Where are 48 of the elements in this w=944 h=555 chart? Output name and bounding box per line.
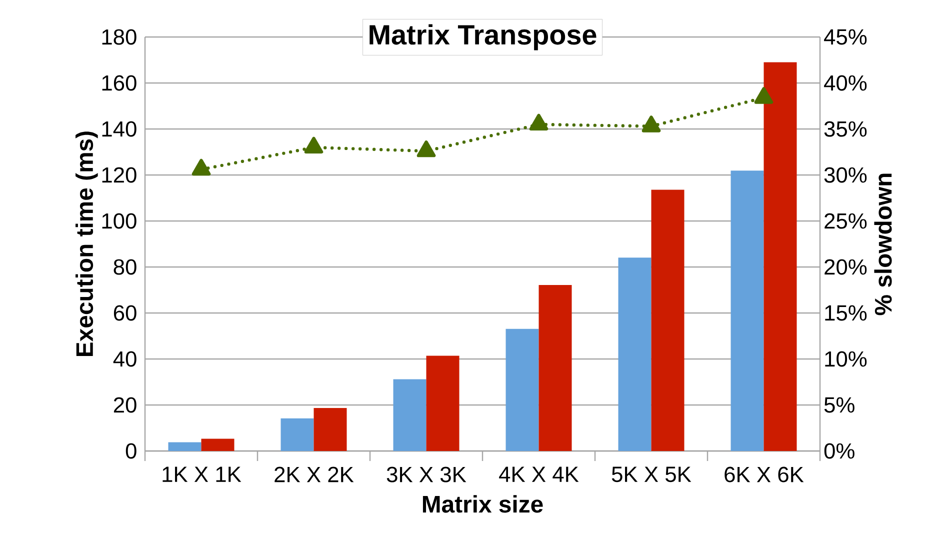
bar (201, 438, 234, 451)
y2-tick-label: 0% (824, 443, 854, 459)
y-tick-label: 80 (114, 259, 136, 275)
bar (314, 408, 347, 451)
y2-axis-title: % slowdown (874, 174, 892, 316)
x-tick-label: 5K X 5K (612, 466, 692, 482)
y2-tick-label: 20% (824, 259, 867, 275)
y2-tick-label: 10% (825, 351, 867, 367)
y-tick-label: 100 (102, 213, 136, 229)
y2-tick-label: 15% (825, 305, 867, 321)
bar (651, 190, 684, 451)
y-tick-label: 140 (102, 121, 136, 137)
bar (426, 356, 460, 451)
y-tick-label: 20 (114, 397, 136, 413)
y-tick-label: 120 (102, 167, 136, 183)
y-tick-label: 40 (113, 351, 136, 367)
point (304, 136, 324, 154)
y-axis-title: Execution time (ms) (76, 132, 98, 356)
bar (393, 379, 426, 451)
x-axis-title: Matrix size (422, 495, 543, 513)
bar (618, 258, 652, 451)
x-tick-label: 2K X 2K (274, 466, 354, 482)
y2-tick-label: 45% (824, 29, 867, 45)
bar (168, 442, 202, 451)
point (192, 158, 211, 176)
x-tick-label: 1K X 1K (162, 466, 242, 482)
x-tick-label: 6K X 6K (724, 466, 804, 482)
point (642, 116, 661, 132)
y2-tick-label: 40% (824, 75, 867, 91)
bar (538, 284, 572, 451)
y2-tick-label: 35% (824, 121, 867, 137)
bar (730, 170, 764, 451)
y-tick-label: 160 (102, 75, 136, 91)
point (754, 87, 774, 104)
y-tick-label: 0 (126, 443, 136, 459)
bar (764, 62, 797, 451)
y2-tick-label: 25% (824, 213, 867, 229)
bar (280, 418, 314, 451)
chart-title: Matrix Transpose (370, 24, 596, 50)
y-tick-label: 60 (114, 305, 136, 321)
x-tick-label: 4K X 4K (499, 466, 579, 482)
point (529, 114, 548, 130)
y-tick-label: 180 (102, 29, 136, 45)
y2-tick-label: 5% (824, 397, 854, 413)
point (416, 140, 436, 158)
y2-tick-label: 30% (824, 167, 867, 183)
x-tick-label: 3K X 3K (386, 466, 466, 482)
bar (506, 328, 539, 451)
